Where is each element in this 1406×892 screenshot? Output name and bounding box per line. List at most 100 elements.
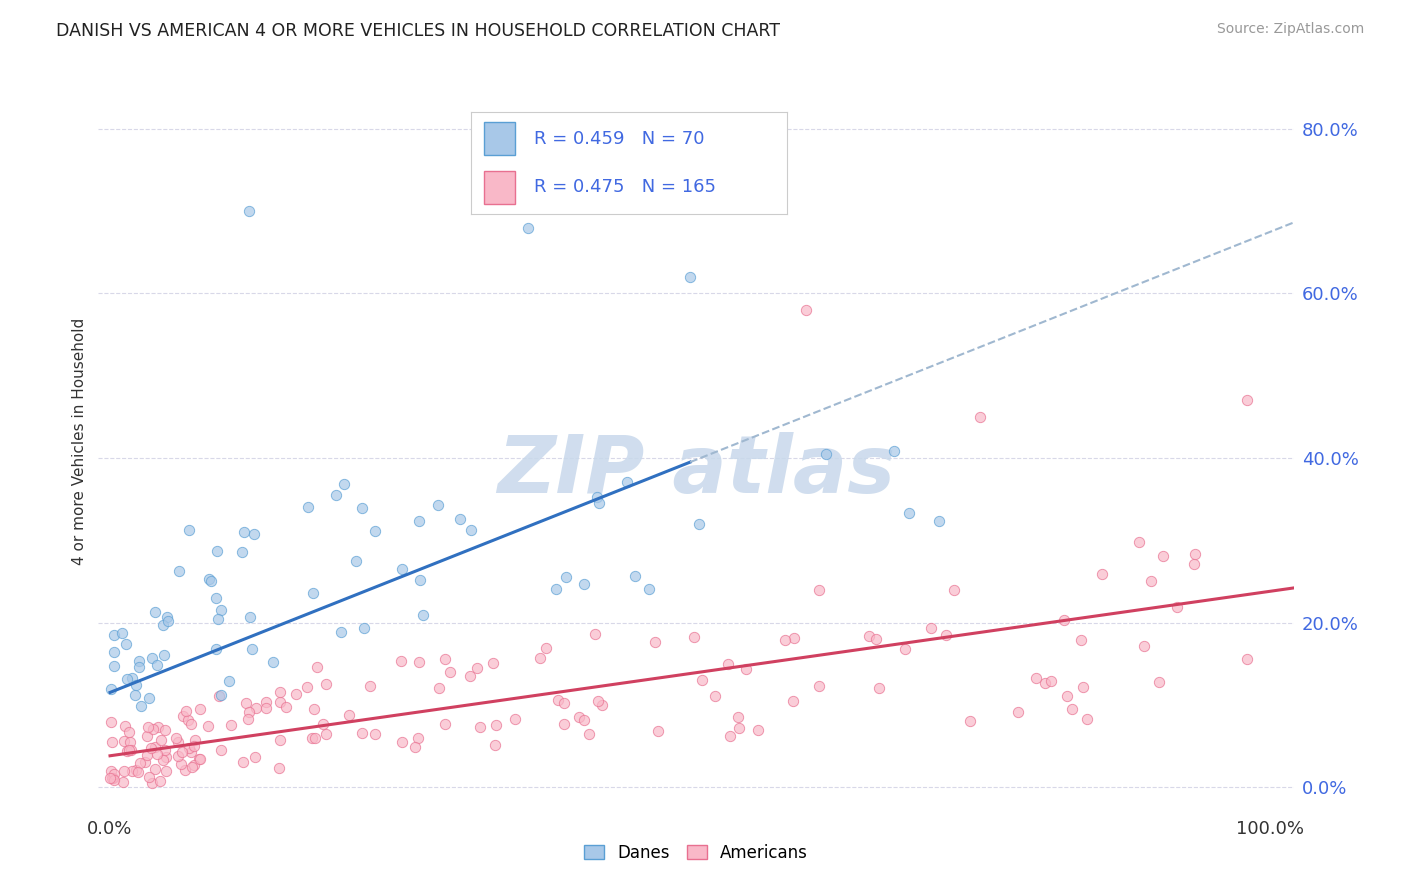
Point — [141, 651, 163, 665]
Point — [449, 512, 471, 526]
Point — [1133, 639, 1156, 653]
Point — [117, 724, 139, 739]
Point — [276, 700, 298, 714]
Point — [103, 771, 125, 785]
Point — [128, 756, 150, 770]
Point — [173, 763, 195, 777]
Point — [153, 743, 176, 757]
Point — [101, 735, 124, 749]
Point — [103, 772, 125, 787]
Point — [120, 742, 142, 756]
Point — [406, 731, 429, 745]
Point — [389, 654, 412, 668]
Point — [128, 654, 150, 668]
Point — [243, 750, 266, 764]
Point — [124, 688, 146, 702]
Point — [232, 756, 254, 770]
Point — [572, 713, 595, 727]
Point — [782, 693, 804, 707]
Point — [205, 641, 228, 656]
Point — [591, 698, 613, 713]
Point — [623, 568, 645, 582]
Point — [269, 695, 291, 709]
Point — [127, 765, 149, 780]
Point — [297, 500, 319, 515]
Point — [111, 775, 134, 789]
Point — [458, 668, 481, 682]
Point — [588, 496, 610, 510]
Point — [146, 747, 169, 762]
Text: Source: ZipAtlas.com: Source: ZipAtlas.com — [1216, 22, 1364, 37]
Point — [262, 655, 284, 669]
Point — [1071, 680, 1094, 694]
Point — [138, 770, 160, 784]
Point — [149, 773, 172, 788]
Point — [243, 526, 266, 541]
Point — [339, 708, 361, 723]
Point — [103, 628, 125, 642]
Point — [136, 729, 159, 743]
Text: ZIP atlas: ZIP atlas — [496, 432, 896, 510]
Point — [269, 685, 291, 699]
Point — [200, 574, 222, 589]
Point — [183, 757, 205, 772]
Point — [103, 767, 125, 781]
Point — [1152, 549, 1174, 563]
Point — [894, 642, 917, 657]
Point — [460, 524, 482, 538]
Point — [679, 270, 702, 285]
Point — [408, 655, 430, 669]
Legend: Danes, Americans: Danes, Americans — [576, 835, 815, 870]
Point — [143, 762, 166, 776]
Point — [637, 582, 659, 597]
Point — [1040, 674, 1063, 689]
Point — [325, 488, 347, 502]
Point — [101, 771, 124, 785]
Point — [100, 764, 122, 779]
Point — [170, 757, 193, 772]
Point — [315, 727, 337, 741]
Point — [112, 764, 135, 779]
Point — [167, 749, 190, 764]
Point — [177, 523, 200, 537]
Point — [647, 724, 669, 739]
Point — [125, 678, 148, 692]
Point — [1184, 548, 1206, 562]
Point — [688, 516, 710, 531]
Point — [172, 745, 194, 759]
Point — [285, 687, 308, 701]
Point — [111, 625, 134, 640]
Point — [183, 739, 205, 753]
Point — [304, 731, 326, 746]
Point — [747, 723, 769, 738]
Point — [245, 701, 267, 715]
Point — [128, 660, 150, 674]
Point — [1070, 632, 1092, 647]
Point — [1236, 393, 1258, 408]
Point — [1025, 671, 1047, 685]
Point — [146, 720, 169, 734]
Text: R = 0.475   N = 165: R = 0.475 N = 165 — [534, 178, 716, 196]
Bar — [484, 122, 516, 154]
Point — [269, 761, 291, 775]
Point — [943, 582, 966, 597]
Point — [254, 701, 277, 715]
Point — [239, 610, 262, 624]
Point — [1091, 566, 1114, 581]
Point — [103, 659, 125, 673]
Point — [353, 621, 375, 635]
Point — [112, 734, 135, 748]
Point — [129, 698, 152, 713]
Bar — [484, 171, 516, 204]
Point — [235, 697, 257, 711]
Point — [683, 631, 706, 645]
Point — [468, 720, 491, 734]
Point — [157, 614, 180, 628]
Point — [868, 681, 890, 696]
Point — [156, 609, 179, 624]
Point — [578, 727, 600, 741]
Point — [485, 718, 508, 732]
Point — [138, 690, 160, 705]
Text: R = 0.459   N = 70: R = 0.459 N = 70 — [534, 130, 704, 148]
Point — [1147, 675, 1170, 690]
